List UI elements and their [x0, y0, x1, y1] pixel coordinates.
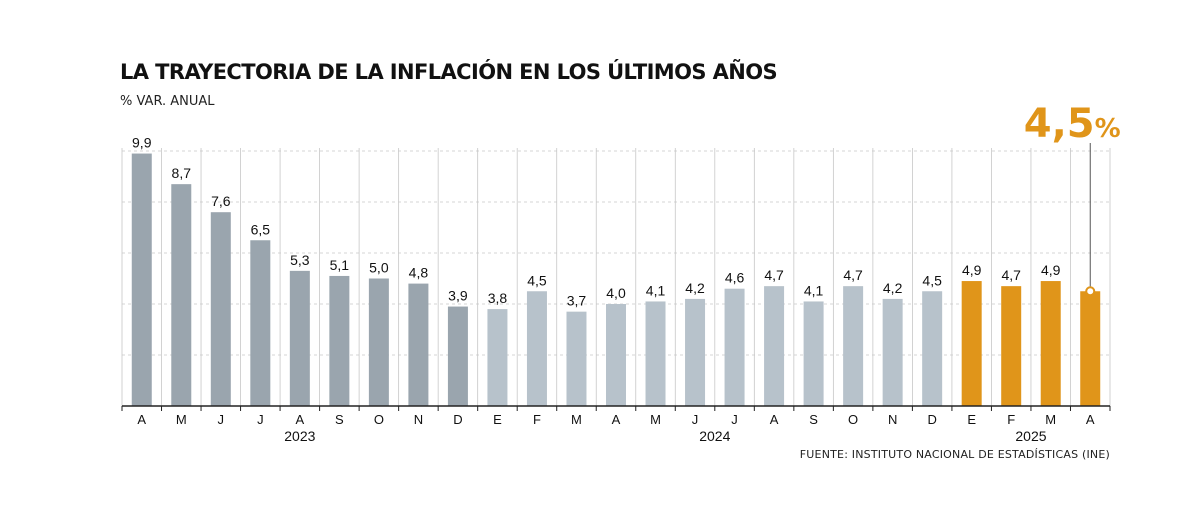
bar-value-label: 4,7 [764, 267, 784, 283]
x-tick-label: A [612, 412, 621, 427]
x-tick-label: A [296, 412, 305, 427]
x-tick-label: S [335, 412, 344, 427]
x-tick-label: O [848, 412, 858, 427]
x-tick-label: A [137, 412, 146, 427]
x-tick-label: A [770, 412, 779, 427]
bar-value-label: 4,5 [527, 272, 547, 288]
value-labels: 9,9 8,7 7,6 6,5 5,3 5,1 5,0 4,8 3,9 3,8 4,5 3,7 4,0 4… [132, 135, 1061, 309]
year-label: 2023 [284, 428, 315, 444]
bar-value-label: 4,5 [922, 272, 942, 288]
bar [171, 184, 192, 406]
x-tick-label: F [1007, 412, 1015, 427]
bar [803, 301, 824, 406]
bar-value-label: 4,9 [1041, 262, 1061, 278]
bar-value-label: 5,3 [290, 252, 310, 268]
x-tick-label: F [533, 412, 541, 427]
bar [329, 275, 350, 406]
bar-value-label: 4,6 [725, 270, 745, 286]
x-tick-label: J [257, 412, 264, 427]
bar-value-label: 3,8 [488, 290, 508, 306]
x-tick-label: A [1086, 412, 1095, 427]
bar [843, 286, 864, 406]
x-tick-label: N [414, 412, 423, 427]
source-note: FUENTE: INSTITUTO NACIONAL DE ESTADÍSTIC… [799, 448, 1110, 461]
callout-unit: % [1095, 114, 1121, 144]
bar-value-label: 4,8 [409, 265, 429, 281]
bar [961, 281, 982, 406]
x-tick-label: D [927, 412, 936, 427]
x-tick-label: E [967, 412, 976, 427]
callout-marker [1085, 286, 1096, 297]
bar [724, 288, 745, 406]
bar-value-label: 4,2 [685, 280, 705, 296]
bars [131, 153, 1101, 406]
x-tick-label: M [650, 412, 661, 427]
bar-value-label: 4,2 [883, 280, 903, 296]
x-tick-label: M [1045, 412, 1056, 427]
callout-value: 4,5 [1024, 101, 1095, 147]
x-tick-label: M [176, 412, 187, 427]
latest-value-callout: 4,5% [1024, 101, 1121, 297]
bar-value-label: 3,9 [448, 288, 468, 304]
bar [526, 291, 547, 406]
bar-value-label: 5,0 [369, 260, 389, 276]
bar [1001, 286, 1022, 406]
bar-value-label: 9,9 [132, 135, 152, 151]
bar [645, 301, 666, 406]
bar [289, 270, 310, 406]
bar [210, 212, 231, 406]
bar-value-label: 4,1 [646, 282, 666, 298]
chart-title: LA TRAYECTORIA DE LA INFLACIÓN EN LOS ÚL… [120, 60, 778, 84]
x-tick-label: J [692, 412, 699, 427]
bar [131, 153, 152, 406]
x-tick-label: O [374, 412, 384, 427]
year-label: 2024 [699, 428, 730, 444]
bar [1040, 281, 1061, 406]
callout-text: 4,5% [1024, 101, 1121, 147]
bar-value-label: 4,9 [962, 262, 982, 278]
x-tick-label: D [453, 412, 462, 427]
x-tick-label: S [809, 412, 818, 427]
x-tick-label: E [493, 412, 502, 427]
bar-value-label: 4,1 [804, 282, 824, 298]
x-tick-label: N [888, 412, 897, 427]
bar [685, 298, 706, 406]
bar-value-label: 6,5 [251, 221, 271, 237]
bar [764, 286, 785, 406]
bar-value-label: 4,0 [606, 285, 626, 301]
bar [250, 240, 271, 406]
bar [922, 291, 943, 406]
bar [882, 298, 903, 406]
year-label: 2025 [1015, 428, 1046, 444]
bar-value-label: 5,1 [330, 257, 350, 273]
x-tick-label: M [571, 412, 582, 427]
bar-value-label: 4,7 [1001, 267, 1021, 283]
bar [447, 306, 468, 406]
chart-subtitle: % VAR. ANUAL [120, 94, 215, 109]
bar [1080, 291, 1101, 406]
x-tick-label: J [731, 412, 738, 427]
bar-value-label: 8,7 [172, 165, 192, 181]
bar-value-label: 4,7 [843, 267, 863, 283]
bar [408, 283, 429, 406]
bar-value-label: 7,6 [211, 193, 231, 209]
x-tick-label: J [218, 412, 225, 427]
bar [487, 309, 508, 406]
bar [566, 311, 587, 406]
bar [368, 278, 389, 406]
bar [606, 304, 626, 406]
bar-value-label: 3,7 [567, 293, 587, 309]
